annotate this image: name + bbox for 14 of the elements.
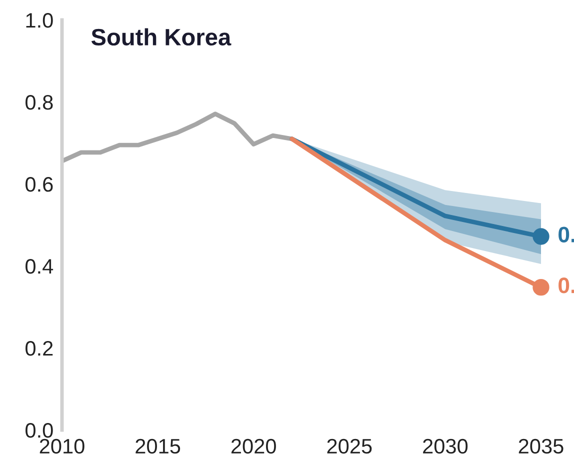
y-tick-label: 0.6	[26, 177, 53, 192]
y-tick-label: 0.8	[26, 95, 53, 110]
x-tick-label: 2025	[327, 438, 372, 454]
line-series	[62, 112, 294, 164]
x-tick-label: 2030	[423, 438, 468, 454]
x-tick-label: 2035	[518, 438, 564, 454]
x-tick-label: 2015	[136, 438, 180, 454]
x-tick-label: 2020	[231, 438, 276, 454]
y-tick-label: 1.0	[26, 13, 53, 28]
y-tick-label: 0.4	[26, 259, 54, 274]
y-tick-label: 0.0	[26, 423, 53, 438]
x-tick-label: 2010	[40, 438, 84, 454]
chart-title: South Korea	[91, 28, 232, 46]
y-tick-label: 0.2	[26, 341, 53, 356]
